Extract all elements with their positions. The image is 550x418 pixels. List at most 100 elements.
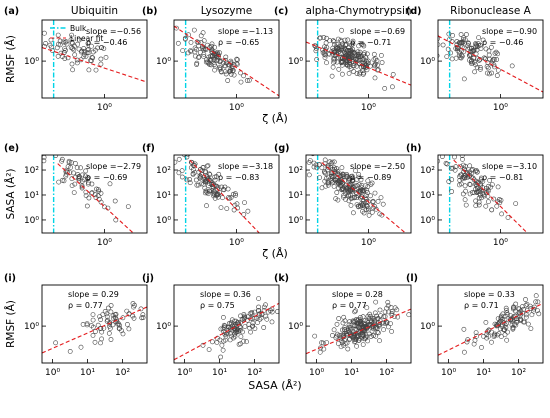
data-point [327,38,333,44]
axes-frame [41,19,148,99]
data-point [461,76,467,82]
data-point [126,326,132,332]
data-point [246,77,252,83]
data-point [60,177,65,183]
data-point [318,35,323,41]
data-point [245,208,251,214]
data-point [448,165,454,171]
data-point [192,49,198,55]
rho-annotation: ρ = −0.89 [350,173,391,182]
data-point [208,57,214,63]
data-point [459,172,464,178]
slope-annotation: slope =−3.10 [482,162,537,171]
slope-annotation: slope = 0.33 [464,290,515,299]
data-point [373,333,379,339]
x-tick-label: 10⁰ [97,103,112,113]
data-point [50,148,54,152]
data-point [518,312,523,318]
data-point [78,165,83,171]
data-point [306,159,312,165]
data-point [80,321,86,327]
data-point [525,321,531,327]
data-point [130,301,136,306]
data-point [220,314,226,320]
data-point [340,171,346,177]
data-point [495,67,501,73]
data-point [484,332,490,337]
data-point [502,327,507,332]
data-point [498,197,504,203]
rho-annotation: ρ = −0.46 [482,38,523,47]
legend-bulk-label: Bulk [70,24,87,33]
data-point [385,299,391,305]
data-point [223,60,229,66]
data-point [376,320,381,326]
data-point [314,46,319,51]
data-point [321,346,327,352]
data-point [65,164,71,169]
plot-area [306,20,411,98]
data-point [187,180,193,186]
data-point [354,343,359,349]
data-point [354,318,360,323]
data-point [86,46,92,52]
data-point [54,45,60,51]
data-point [473,62,478,68]
data-point [275,309,279,314]
data-point [460,191,466,197]
data-point [207,62,213,67]
data-point [523,302,529,308]
y-tick-label: 10⁰ [24,57,39,67]
data-point [201,54,206,59]
fit-line [174,25,279,97]
data-point [471,190,477,196]
data-point [238,79,244,85]
data-point [112,198,118,204]
data-point [92,192,98,198]
slope-annotation: slope =−3.18 [218,162,273,171]
data-point [473,203,479,209]
data-point [458,55,464,61]
data-point [329,73,335,79]
data-point [360,71,366,77]
data-point [498,334,504,339]
data-point [347,326,353,332]
data-point [105,317,111,323]
data-point [209,41,215,47]
plot-area [306,299,411,355]
data-point [68,37,74,43]
data-point [521,319,526,325]
data-point [165,140,169,144]
data-point [380,201,386,207]
data-point [373,206,379,212]
data-point [207,56,213,62]
data-point [486,52,492,58]
data-point [76,176,81,182]
y-tick-label: 10⁰ [420,216,435,226]
data-point [478,46,484,51]
data-point [488,184,494,190]
data-point [188,40,194,45]
data-point [237,327,243,333]
plot-area [42,20,147,98]
data-point [360,188,366,194]
data-point [346,322,352,328]
axes-frame [173,19,280,99]
data-point [459,155,465,158]
data-point [359,202,365,208]
data-point [190,171,196,177]
data-point [381,327,386,333]
data-point [214,49,220,55]
data-point [378,53,384,58]
data-point [473,330,479,335]
data-point [98,317,103,322]
data-point [69,61,75,67]
data-point [371,51,377,57]
data-point [106,330,112,336]
data-point [438,36,440,41]
data-point [68,160,74,165]
data-point [99,336,104,342]
data-point [355,52,361,58]
data-point [310,150,314,154]
data-point [453,46,459,51]
